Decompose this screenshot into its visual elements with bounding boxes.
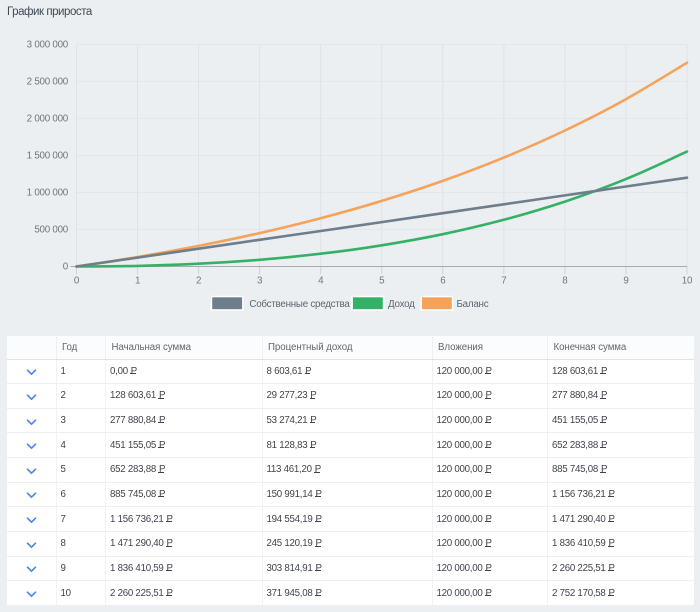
svg-text:2 500 000: 2 500 000 [27,77,69,88]
svg-text:Баланс: Баланс [457,299,489,310]
svg-text:7: 7 [501,276,506,287]
svg-text:8: 8 [562,276,568,287]
svg-text:1: 1 [135,276,140,287]
svg-text:1 000 000: 1 000 000 [27,188,69,199]
svg-text:1 500 000: 1 500 000 [27,151,69,162]
svg-text:0: 0 [74,276,80,287]
svg-text:10: 10 [682,276,693,287]
svg-text:Доход: Доход [388,299,415,310]
svg-text:3 000 000: 3 000 000 [27,40,69,51]
svg-text:3: 3 [257,276,263,287]
svg-text:9: 9 [623,276,628,287]
svg-text:5: 5 [379,276,385,287]
svg-text:4: 4 [318,276,324,287]
svg-text:Собственные средства: Собственные средства [249,299,350,310]
svg-text:2: 2 [196,276,201,287]
svg-text:6: 6 [440,276,446,287]
svg-text:500 000: 500 000 [34,225,68,236]
svg-text:2 000 000: 2 000 000 [27,114,69,125]
svg-text:0: 0 [63,262,69,273]
